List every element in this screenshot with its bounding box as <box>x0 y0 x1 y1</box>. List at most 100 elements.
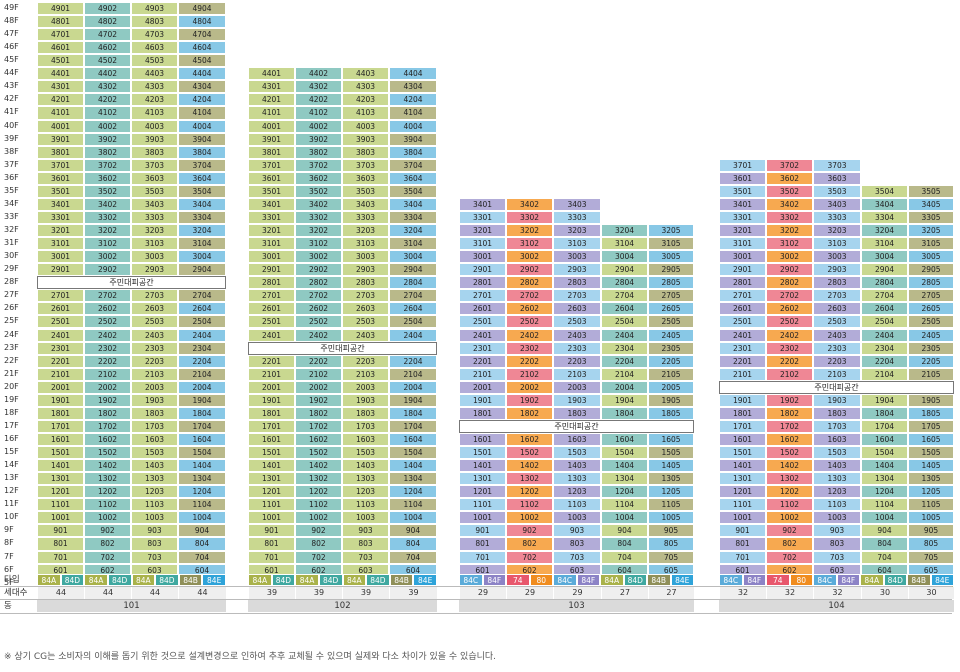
unit-cell: 703 <box>553 550 601 564</box>
unit-cell: 1401 <box>248 459 295 473</box>
type-cell: 84A <box>860 574 884 586</box>
unit-cell: 2401 <box>37 328 84 342</box>
unit-cell: 1103 <box>813 498 861 512</box>
unit-cell: 1502 <box>506 446 553 460</box>
unit-cell: 4503 <box>131 54 178 68</box>
unit-cell: 704 <box>389 550 437 564</box>
unit-cell: 3002 <box>295 250 342 264</box>
unit-cell: 4403 <box>342 67 389 81</box>
unit-cell: 3502 <box>295 184 342 198</box>
households-cell: 39 <box>295 587 342 599</box>
floor-label: 48F <box>4 16 19 26</box>
unit-cell: 4804 <box>178 15 226 29</box>
unit-cell: 701 <box>37 550 84 564</box>
type-cell: 84A <box>600 574 624 586</box>
unit-cell: 1704 <box>861 419 908 433</box>
floor-label: 5F <box>4 577 14 587</box>
unit-cell: 3103 <box>342 237 389 251</box>
unit-cell: 3901 <box>248 132 295 146</box>
unit-cell: 3101 <box>459 237 506 251</box>
unit-cell: 3304 <box>389 210 437 224</box>
unit-cell: 1404 <box>861 459 908 473</box>
unit-cell: 2205 <box>648 354 694 368</box>
households-cell: 29 <box>553 587 601 599</box>
unit-cell: 1503 <box>813 446 861 460</box>
unit-cell: 2802 <box>766 276 813 290</box>
unit-cell: 3202 <box>295 224 342 238</box>
unit-cell: 3304 <box>178 210 226 224</box>
unit-cell: 1403 <box>342 459 389 473</box>
unit-cell: 1905 <box>648 393 694 407</box>
unit-cell: 2201 <box>719 354 766 368</box>
unit-cell: 3904 <box>389 132 437 146</box>
unit-cell: 2103 <box>342 367 389 381</box>
type-cell: 84A <box>37 574 61 586</box>
unit-cell: 902 <box>295 524 342 538</box>
unit-cell: 1501 <box>719 446 766 460</box>
unit-cell: 801 <box>459 537 506 551</box>
unit-cell: 2501 <box>719 315 766 329</box>
unit-cell: 3302 <box>506 210 553 224</box>
unit-cell: 802 <box>506 537 553 551</box>
unit-cell: 3003 <box>342 250 389 264</box>
unit-cell: 2202 <box>295 354 342 368</box>
unit-cell: 2104 <box>178 367 226 381</box>
unit-cell: 2401 <box>719 328 766 342</box>
unit-cell: 1204 <box>601 485 648 499</box>
unit-cell: 4103 <box>131 106 178 120</box>
unit-cell: 1101 <box>37 498 84 512</box>
type-cell: 84F <box>742 574 766 586</box>
unit-cell: 1101 <box>459 498 506 512</box>
unit-cell: 3503 <box>813 184 861 198</box>
unit-cell: 1005 <box>908 511 954 525</box>
unit-cell: 1502 <box>84 446 131 460</box>
type-cell: 74 <box>766 574 790 586</box>
unit-cell: 2204 <box>389 354 437 368</box>
floor-label: 39F <box>4 133 19 143</box>
unit-cell: 3601 <box>37 171 84 185</box>
floor-label: 18F <box>4 407 19 417</box>
unit-cell: 3004 <box>601 250 648 264</box>
unit-cell: 1203 <box>553 485 601 499</box>
unit-cell: 4602 <box>84 41 131 55</box>
unit-cell: 3303 <box>553 210 601 224</box>
unit-cell: 1604 <box>178 432 226 447</box>
unit-cell: 2202 <box>84 354 131 368</box>
unit-cell: 4702 <box>84 28 131 42</box>
unit-cell: 2303 <box>553 341 601 355</box>
unit-cell: 3702 <box>84 158 131 172</box>
unit-cell: 1704 <box>178 419 226 433</box>
unit-cell: 2502 <box>766 315 813 329</box>
unit-cell: 1501 <box>248 446 295 460</box>
unit-cell: 1502 <box>295 446 342 460</box>
unit-cell: 1903 <box>131 393 178 407</box>
unit-cell: 802 <box>295 537 342 551</box>
unit-cell: 1304 <box>178 472 226 486</box>
unit-cell: 3603 <box>342 171 389 185</box>
unit-cell: 3002 <box>84 250 131 264</box>
unit-cell: 4801 <box>37 15 84 29</box>
unit-cell: 3504 <box>178 184 226 198</box>
unit-cell: 4402 <box>84 67 131 81</box>
unit-cell: 3701 <box>37 158 84 172</box>
unit-cell: 1303 <box>553 472 601 486</box>
type-cell: 84A <box>84 574 108 586</box>
unit-cell: 1803 <box>342 406 389 420</box>
unit-cell: 1403 <box>131 459 178 473</box>
unit-cell: 1902 <box>766 393 813 407</box>
unit-cell: 3902 <box>295 132 342 146</box>
unit-cell: 1802 <box>506 406 553 420</box>
unit-cell: 1402 <box>84 459 131 473</box>
unit-cell: 3101 <box>248 237 295 251</box>
unit-cell: 1801 <box>719 406 766 420</box>
unit-cell: 1805 <box>908 406 954 420</box>
unit-cell: 2203 <box>553 354 601 368</box>
unit-cell: 3304 <box>861 210 908 224</box>
type-cell: 80 <box>529 574 553 586</box>
unit-cell: 1702 <box>84 419 131 433</box>
unit-cell: 1003 <box>553 511 601 525</box>
unit-cell: 2502 <box>506 315 553 329</box>
unit-cell: 1204 <box>178 485 226 499</box>
unit-cell: 2402 <box>84 328 131 342</box>
unit-cell: 3101 <box>37 237 84 251</box>
